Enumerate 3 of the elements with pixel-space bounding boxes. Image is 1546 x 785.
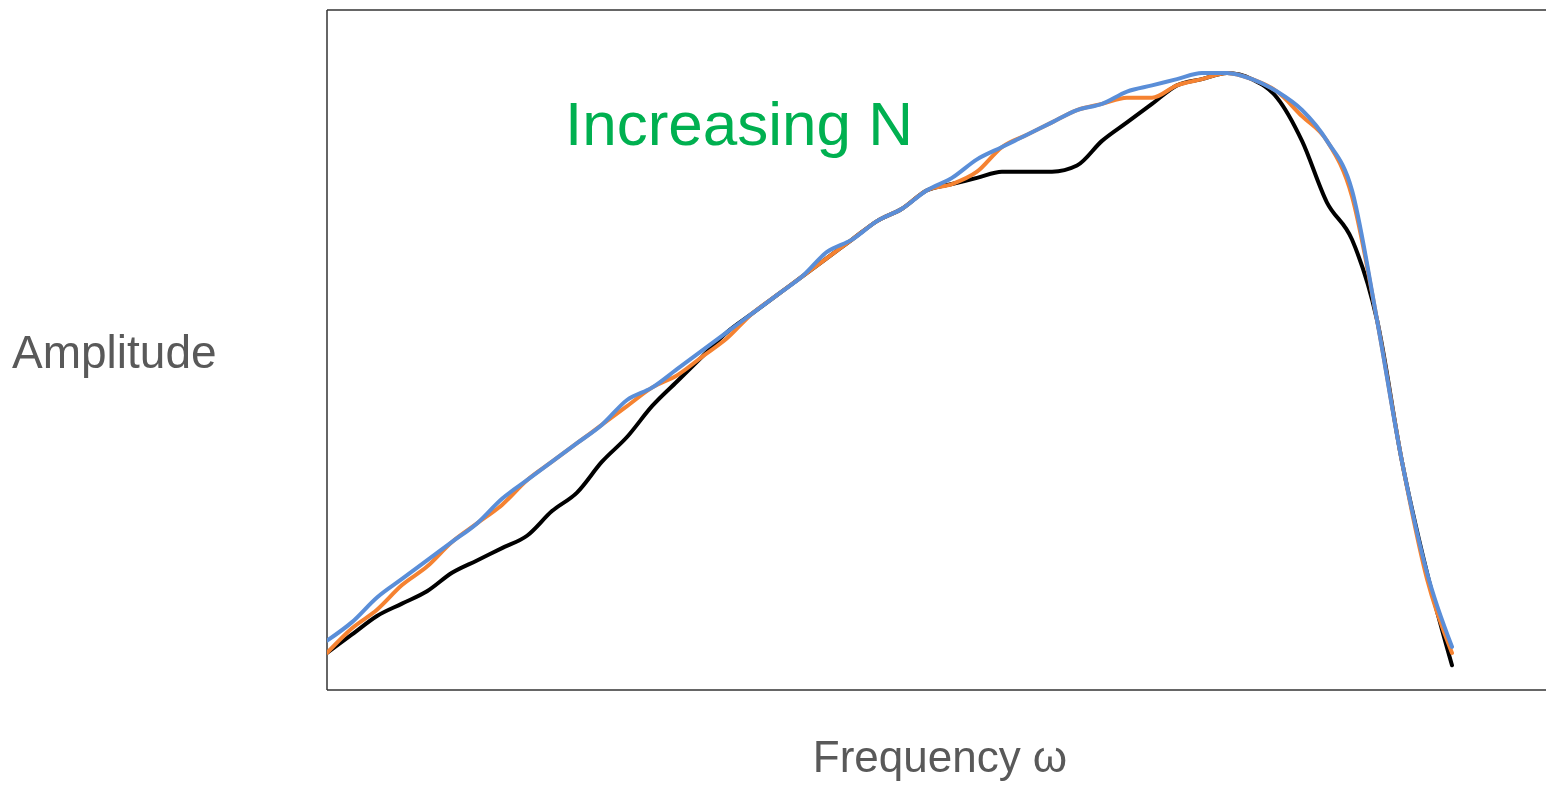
x-axis-title: Frequency ω — [812, 732, 1068, 781]
y-axis-title: Amplitude — [12, 326, 217, 378]
annotation: Increasing N — [565, 89, 914, 158]
